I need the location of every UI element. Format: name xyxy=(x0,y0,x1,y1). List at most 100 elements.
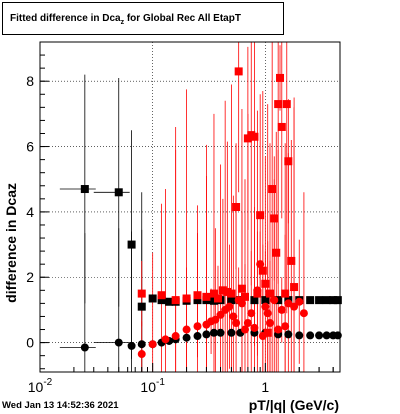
data-point-circle xyxy=(232,318,241,327)
x-axis-label: pT/|q| (GeV/c) xyxy=(249,397,339,413)
data-point-square xyxy=(227,289,236,298)
data-point-circle xyxy=(240,325,249,334)
data-point-square xyxy=(213,294,222,303)
data-point-circle xyxy=(171,332,180,341)
data-point-circle xyxy=(193,332,202,341)
data-point-square xyxy=(182,294,191,303)
data-point-square xyxy=(306,296,315,305)
y-tick-label: 0 xyxy=(26,335,34,351)
data-points xyxy=(80,67,342,359)
data-point-square xyxy=(261,279,270,288)
data-point-circle xyxy=(256,260,265,269)
data-point-circle xyxy=(148,340,157,349)
x-tick-label: 10-2 xyxy=(28,377,53,395)
data-point-square xyxy=(258,266,267,275)
timestamp: Wed Jan 13 14:52:36 2021 xyxy=(2,400,119,411)
data-point-square xyxy=(148,294,157,303)
data-point-square xyxy=(281,289,290,298)
data-point-circle xyxy=(216,328,225,337)
data-point-circle xyxy=(250,323,259,332)
data-point-circle xyxy=(202,330,211,339)
data-point-circle xyxy=(127,341,136,350)
data-point-circle xyxy=(225,302,234,311)
data-point-square xyxy=(193,291,202,300)
y-tick-labels: 0 2 4 6 8 xyxy=(26,73,34,350)
chart-title-main: Fitted difference in Dca xyxy=(10,13,121,24)
data-point-circle xyxy=(284,330,293,339)
data-point-square xyxy=(157,296,166,305)
x-tick-labels: 10-2 10-1 1 xyxy=(28,377,270,395)
data-point-circle xyxy=(80,343,89,352)
data-point-circle xyxy=(295,331,304,340)
data-point-square xyxy=(261,296,270,305)
y-tick-label: 4 xyxy=(26,204,34,220)
x-tick-label: 1 xyxy=(261,379,269,395)
axis-ticks xyxy=(39,54,334,372)
data-point-square xyxy=(157,291,166,300)
data-point-square xyxy=(80,185,89,194)
y-axis-label: difference in Dcaz xyxy=(3,183,19,303)
data-point-circle xyxy=(290,302,299,311)
data-point-circle xyxy=(270,296,279,305)
data-point-circle xyxy=(247,309,256,318)
data-point-square xyxy=(272,248,281,257)
data-point-circle xyxy=(281,322,290,331)
data-point-square xyxy=(171,296,180,305)
data-point-square xyxy=(333,296,342,305)
data-point-square xyxy=(315,296,324,305)
data-point-square xyxy=(268,185,277,194)
data-point-square xyxy=(284,157,293,166)
x-tick-label: 10-1 xyxy=(140,377,165,395)
data-point-square xyxy=(165,297,174,306)
data-point-circle xyxy=(137,340,146,349)
data-point-square xyxy=(277,122,286,131)
data-point-circle xyxy=(211,315,220,324)
data-point-circle xyxy=(315,331,324,340)
data-point-square xyxy=(265,289,274,298)
data-point-square xyxy=(137,302,146,311)
grid-lines xyxy=(39,42,340,372)
data-point-square xyxy=(250,296,259,305)
data-point-square xyxy=(240,292,249,301)
data-point-square xyxy=(276,73,285,82)
data-point-circle xyxy=(306,331,315,340)
data-point-square xyxy=(137,289,146,298)
data-point-circle xyxy=(227,328,236,337)
data-point-square xyxy=(237,284,246,293)
data-point-circle xyxy=(258,332,267,341)
data-point-square xyxy=(234,67,243,76)
data-point-circle xyxy=(137,350,146,359)
data-point-circle xyxy=(322,331,331,340)
data-point-square xyxy=(232,203,241,211)
data-point-square xyxy=(127,240,136,249)
data-point-square xyxy=(227,296,236,305)
data-point-square xyxy=(250,132,259,141)
data-point-circle xyxy=(237,299,246,308)
data-point-square xyxy=(114,188,123,197)
data-point-circle xyxy=(114,338,123,347)
data-point-circle xyxy=(263,309,272,318)
data-point-square xyxy=(263,328,272,337)
data-point-square xyxy=(274,100,283,109)
data-point-circle xyxy=(253,286,262,295)
data-point-circle xyxy=(209,328,218,337)
data-point-circle xyxy=(243,318,252,327)
data-point-circle xyxy=(193,322,202,331)
data-point-square xyxy=(329,296,338,305)
data-point-square xyxy=(193,296,202,305)
chart-title-subscript: z xyxy=(120,19,125,26)
chart-title-box: Fitted difference in Dcaz for Global Rec… xyxy=(2,2,284,35)
y-tick-label: 6 xyxy=(26,139,34,155)
data-point-square xyxy=(322,296,331,305)
data-point-circle xyxy=(261,302,270,311)
data-point-circle xyxy=(265,318,274,327)
data-point-square xyxy=(256,211,265,220)
plot-frame xyxy=(39,41,341,373)
data-point-square xyxy=(290,283,299,292)
data-point-square xyxy=(209,289,218,298)
data-point-circle xyxy=(299,309,308,318)
data-point-square xyxy=(209,296,218,305)
data-point-circle xyxy=(182,325,191,334)
chart-title: Fitted difference in Dcaz for Global Rec… xyxy=(10,13,241,26)
